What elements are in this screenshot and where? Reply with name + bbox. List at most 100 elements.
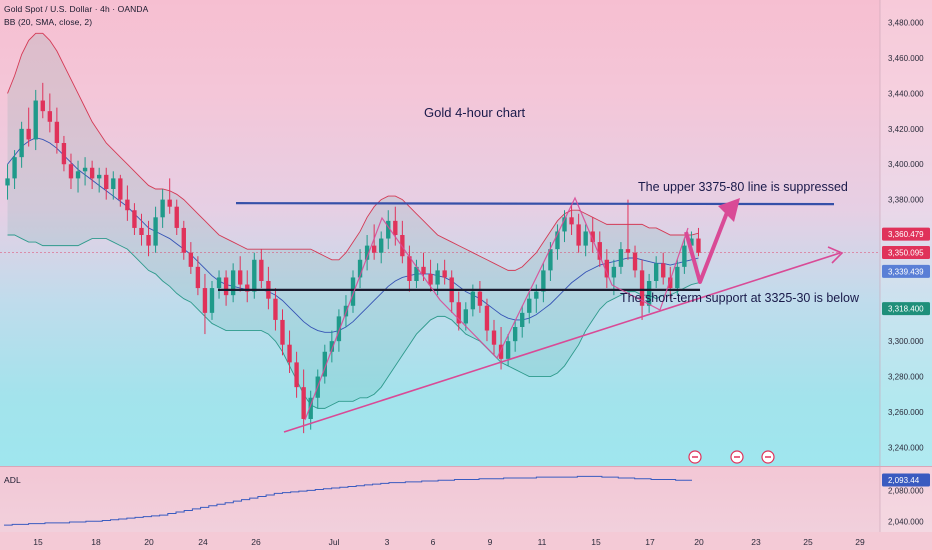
candle-body bbox=[428, 273, 433, 285]
candle bbox=[661, 252, 666, 285]
adl-tick-label: 2,080.000 bbox=[888, 486, 924, 495]
candle-body bbox=[484, 305, 490, 331]
candle bbox=[597, 231, 602, 267]
time-axis[interactable]: 15 18 20 24 26 Jul 3 6 9 11 15 17 20 23 25 29 bbox=[0, 532, 932, 550]
candle-body bbox=[512, 327, 518, 342]
candle-body bbox=[336, 316, 342, 342]
flag-event-icon bbox=[730, 450, 744, 464]
candle-body bbox=[527, 298, 532, 313]
adl-indicator-pane[interactable]: 2,093.44 2,080.000 2,040.000 ADL bbox=[0, 466, 932, 533]
candle-body bbox=[82, 167, 88, 172]
candle-body bbox=[132, 210, 137, 228]
candle-body bbox=[223, 277, 229, 296]
candle bbox=[47, 93, 53, 133]
candle bbox=[195, 256, 201, 296]
candle-body bbox=[146, 235, 151, 246]
candle-body bbox=[393, 220, 398, 235]
candle-body bbox=[463, 309, 468, 324]
candle bbox=[625, 199, 631, 260]
candle bbox=[252, 252, 257, 299]
x-tick-label: 24 bbox=[198, 537, 208, 547]
bollinger-basis bbox=[7, 137, 699, 333]
x-tick-label: 3 bbox=[385, 537, 390, 547]
candle-body bbox=[259, 259, 264, 281]
candle-body bbox=[125, 199, 130, 211]
candle-body bbox=[477, 291, 483, 306]
candle-body bbox=[569, 217, 574, 225]
candle-body bbox=[386, 220, 391, 239]
candle-body bbox=[280, 319, 285, 345]
price-tag: 3,350.095 bbox=[882, 246, 930, 260]
candle bbox=[111, 171, 116, 200]
candle bbox=[174, 199, 179, 235]
candle-body bbox=[139, 227, 144, 235]
y-tick-label: 3,460.000 bbox=[888, 54, 924, 63]
candle bbox=[414, 259, 419, 289]
candle-body bbox=[104, 174, 109, 189]
candle bbox=[456, 291, 461, 331]
candle bbox=[125, 185, 130, 221]
candle-body bbox=[689, 238, 694, 246]
candle-body bbox=[364, 245, 370, 260]
candle bbox=[364, 235, 370, 271]
candle bbox=[245, 270, 250, 303]
projection-path bbox=[684, 209, 730, 284]
candle bbox=[153, 206, 158, 253]
candle-body bbox=[167, 199, 172, 207]
candle-body bbox=[273, 298, 278, 320]
price-tag: 3,360.479 bbox=[882, 227, 930, 241]
x-tick-label: 20 bbox=[694, 537, 704, 547]
candle-body bbox=[322, 351, 327, 377]
candle-body bbox=[181, 227, 186, 253]
y-tick-label: 3,440.000 bbox=[888, 89, 924, 98]
x-tick-label: 20 bbox=[144, 537, 154, 547]
candle bbox=[259, 249, 264, 289]
candle-body bbox=[618, 249, 624, 267]
candle bbox=[371, 224, 377, 260]
candle bbox=[26, 107, 31, 147]
candle bbox=[33, 89, 38, 151]
bollinger-upper bbox=[7, 32, 699, 271]
candle bbox=[555, 224, 560, 260]
price-tag-box bbox=[882, 302, 930, 316]
candle-body bbox=[238, 270, 243, 285]
candle bbox=[618, 242, 624, 274]
chart-title: Gold 4-hour chart bbox=[424, 105, 526, 120]
x-tick-label: 23 bbox=[751, 537, 761, 547]
candle-body bbox=[308, 397, 313, 419]
price-chart-pane[interactable]: Gold 4-hour chart The upper 3375-80 line … bbox=[0, 0, 932, 466]
price-chart-svg: Gold 4-hour chart The upper 3375-80 line … bbox=[0, 0, 932, 466]
y-tick-label: 3,300.000 bbox=[888, 337, 924, 346]
candle bbox=[273, 288, 278, 331]
candle-body bbox=[75, 171, 81, 179]
candle-body bbox=[153, 217, 158, 246]
y-tick-label: 3,240.000 bbox=[888, 443, 924, 452]
candle bbox=[216, 270, 222, 299]
adl-value-tag bbox=[882, 473, 930, 487]
candle-body bbox=[174, 206, 179, 228]
price-tag-box bbox=[882, 246, 930, 260]
candle bbox=[82, 157, 88, 186]
y-tick-label: 3,420.000 bbox=[888, 125, 924, 134]
candle bbox=[357, 249, 363, 289]
candle-body bbox=[118, 178, 123, 200]
adl-legend: ADL bbox=[4, 475, 21, 485]
candle bbox=[632, 245, 638, 278]
candle bbox=[527, 291, 532, 324]
symbol-legend: Gold Spot / U.S. Dollar · 4h · OANDA bbox=[4, 4, 149, 14]
candle-body bbox=[188, 252, 194, 267]
y-tick-label: 3,400.000 bbox=[888, 160, 924, 169]
candle bbox=[287, 330, 292, 373]
candle-body bbox=[89, 167, 95, 179]
bb-legend: BB (20, SMA, close, 2) bbox=[4, 17, 93, 27]
candle bbox=[541, 263, 546, 303]
candle-body bbox=[61, 143, 67, 165]
candle-body bbox=[632, 252, 638, 271]
x-tick-label: 18 bbox=[91, 537, 101, 547]
candle bbox=[322, 344, 327, 384]
candle-body bbox=[414, 266, 419, 281]
candle-body bbox=[209, 288, 215, 313]
candle bbox=[5, 164, 10, 200]
candle-body bbox=[33, 100, 38, 140]
candle bbox=[400, 220, 405, 264]
